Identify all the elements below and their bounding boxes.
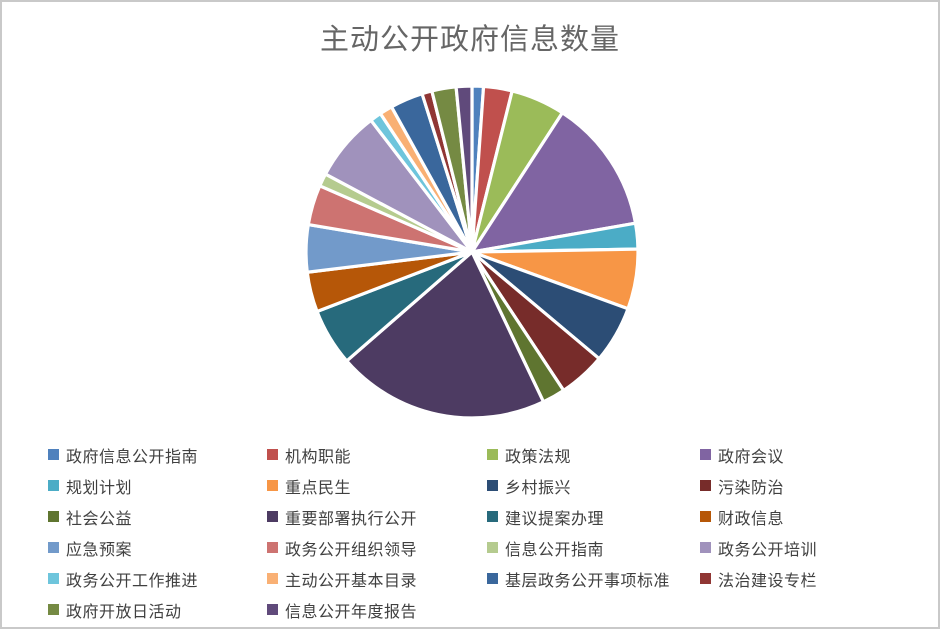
- pie-chart: [302, 82, 642, 422]
- legend-item-8: 社会公益: [48, 505, 267, 529]
- legend-label: 政府信息公开指南: [66, 446, 199, 466]
- pie-slice-3: [470, 111, 638, 254]
- legend-label: 主动公开基本目录: [285, 570, 418, 590]
- legend-item-1: 机构职能: [267, 443, 487, 467]
- legend-label: 政务公开组织领导: [285, 539, 418, 559]
- legend-item-12: 应急预案: [48, 536, 267, 560]
- legend-item-17: 主动公开基本目录: [267, 567, 487, 591]
- pie-slice-21: [454, 84, 474, 254]
- legend-label: 信息公开指南: [505, 539, 605, 559]
- legend-item-13: 政务公开组织领导: [267, 536, 487, 560]
- legend-swatch-icon: [48, 573, 59, 584]
- legend-swatch-icon: [267, 542, 278, 553]
- legend-item-19: 法治建设专栏: [700, 567, 908, 591]
- legend-swatch-icon: [487, 573, 498, 584]
- legend-swatch-icon: [48, 604, 59, 615]
- legend-swatch-icon: [487, 511, 498, 522]
- legend-item-7: 污染防治: [700, 474, 908, 498]
- chart-title: 主动公开政府信息数量: [319, 22, 620, 56]
- legend-label: 应急预案: [66, 539, 133, 559]
- legend-item-21: 信息公开年度报告: [267, 598, 487, 622]
- legend-label: 重点民生: [285, 477, 352, 497]
- legend-item-0: 政府信息公开指南: [48, 443, 267, 467]
- legend-swatch-icon: [700, 511, 711, 522]
- legend-swatch-icon: [700, 449, 711, 460]
- legend-swatch-icon: [700, 573, 711, 584]
- legend-swatch-icon: [487, 542, 498, 553]
- legend-item-20: 政府开放日活动: [48, 598, 267, 622]
- legend-swatch-icon: [48, 542, 59, 553]
- legend-label: 规划计划: [66, 477, 133, 497]
- legend-swatch-icon: [700, 542, 711, 553]
- legend-label: 重要部署执行公开: [285, 508, 418, 528]
- legend-item-2: 政策法规: [487, 443, 700, 467]
- legend-swatch-icon: [700, 480, 711, 491]
- legend-label: 机构职能: [285, 446, 352, 466]
- legend-label: 法治建设专栏: [718, 570, 818, 590]
- legend-item-16: 政务公开工作推进: [48, 567, 267, 591]
- legend-label: 政务公开工作推进: [66, 570, 199, 590]
- legend-label: 乡村振兴: [505, 477, 572, 497]
- legend-label: 政务公开培训: [718, 539, 818, 559]
- legend-swatch-icon: [48, 480, 59, 491]
- legend-item-6: 乡村振兴: [487, 474, 700, 498]
- legend-label: 社会公益: [66, 508, 133, 528]
- legend-swatch-icon: [48, 449, 59, 460]
- legend-item-11: 财政信息: [700, 505, 908, 529]
- legend: 政府信息公开指南 机构职能 政策法规 政府会议规划计划 重点民生 乡村振兴 污染防治社会公益…: [48, 439, 908, 625]
- legend-label: 政府会议: [718, 446, 785, 466]
- legend-label: 建议提案办理: [505, 508, 605, 528]
- legend-swatch-icon: [487, 449, 498, 460]
- legend-swatch-icon: [487, 480, 498, 491]
- legend-swatch-icon: [267, 480, 278, 491]
- legend-item-10: 建议提案办理: [487, 505, 700, 529]
- legend-label: 财政信息: [718, 508, 785, 528]
- legend-swatch-icon: [267, 511, 278, 522]
- pie-svg: [304, 84, 640, 420]
- legend-item-18: 基层政务公开事项标准: [487, 567, 700, 591]
- legend-item-9: 重要部署执行公开: [267, 505, 487, 529]
- legend-item-5: 重点民生: [267, 474, 487, 498]
- legend-item-15: 政务公开培训: [700, 536, 908, 560]
- legend-label: 政策法规: [505, 446, 572, 466]
- legend-item-4: 规划计划: [48, 474, 267, 498]
- legend-label: 基层政务公开事项标准: [505, 570, 671, 590]
- legend-swatch-icon: [267, 573, 278, 584]
- legend-item-3: 政府会议: [700, 443, 908, 467]
- pie-slice-9: [345, 250, 546, 420]
- legend-label: 政府开放日活动: [66, 601, 182, 621]
- legend-item-14: 信息公开指南: [487, 536, 700, 560]
- legend-swatch-icon: [48, 511, 59, 522]
- legend-swatch-icon: [267, 604, 278, 615]
- legend-label: 信息公开年度报告: [285, 601, 418, 621]
- legend-label: 污染防治: [718, 477, 785, 497]
- legend-swatch-icon: [267, 449, 278, 460]
